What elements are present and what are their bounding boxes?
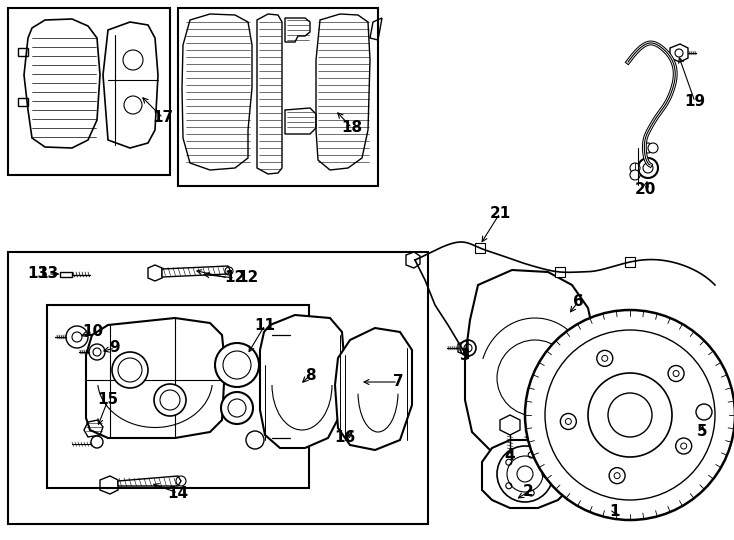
Polygon shape bbox=[406, 252, 420, 268]
Polygon shape bbox=[162, 266, 230, 277]
Text: 2: 2 bbox=[523, 484, 534, 500]
Text: 12: 12 bbox=[237, 271, 258, 286]
Text: 10: 10 bbox=[82, 325, 103, 340]
Circle shape bbox=[215, 343, 259, 387]
Bar bbox=[8, 252, 428, 524]
Circle shape bbox=[588, 373, 672, 457]
Bar bbox=[178, 8, 378, 186]
Circle shape bbox=[221, 392, 253, 424]
Text: 13: 13 bbox=[37, 267, 59, 281]
Circle shape bbox=[648, 143, 658, 153]
Text: 9: 9 bbox=[109, 341, 120, 355]
Text: 13: 13 bbox=[27, 267, 48, 281]
Circle shape bbox=[609, 468, 625, 484]
Text: 14: 14 bbox=[167, 485, 189, 501]
Polygon shape bbox=[482, 440, 568, 508]
Polygon shape bbox=[260, 315, 345, 448]
Circle shape bbox=[597, 350, 613, 366]
Text: 6: 6 bbox=[573, 294, 584, 309]
Circle shape bbox=[668, 366, 684, 382]
Text: 5: 5 bbox=[697, 424, 708, 440]
Text: 20: 20 bbox=[634, 183, 655, 198]
Circle shape bbox=[154, 384, 186, 416]
Text: 8: 8 bbox=[305, 368, 316, 382]
Bar bbox=[47, 305, 309, 488]
Circle shape bbox=[525, 310, 734, 520]
Polygon shape bbox=[475, 243, 485, 253]
Text: 17: 17 bbox=[153, 111, 173, 125]
Polygon shape bbox=[118, 476, 181, 486]
Circle shape bbox=[676, 438, 691, 454]
Text: 4: 4 bbox=[505, 449, 515, 463]
Polygon shape bbox=[625, 257, 635, 267]
Text: 12: 12 bbox=[225, 271, 246, 286]
Circle shape bbox=[630, 163, 640, 173]
Text: 1: 1 bbox=[610, 504, 620, 519]
Polygon shape bbox=[86, 318, 225, 438]
Text: 3: 3 bbox=[459, 348, 470, 363]
Circle shape bbox=[246, 431, 264, 449]
Circle shape bbox=[560, 414, 576, 429]
Text: 16: 16 bbox=[335, 430, 356, 445]
Polygon shape bbox=[465, 270, 600, 460]
Text: 15: 15 bbox=[98, 393, 119, 408]
Text: 18: 18 bbox=[341, 120, 363, 136]
Polygon shape bbox=[555, 267, 565, 277]
Polygon shape bbox=[335, 328, 412, 450]
Text: 21: 21 bbox=[490, 206, 511, 220]
Circle shape bbox=[630, 170, 640, 180]
Text: 11: 11 bbox=[255, 318, 275, 333]
Bar bbox=[8, 8, 170, 175]
Circle shape bbox=[112, 352, 148, 388]
Text: 19: 19 bbox=[684, 94, 705, 110]
Circle shape bbox=[638, 158, 658, 178]
Circle shape bbox=[643, 143, 653, 153]
Text: 7: 7 bbox=[393, 375, 403, 389]
Circle shape bbox=[497, 446, 553, 502]
